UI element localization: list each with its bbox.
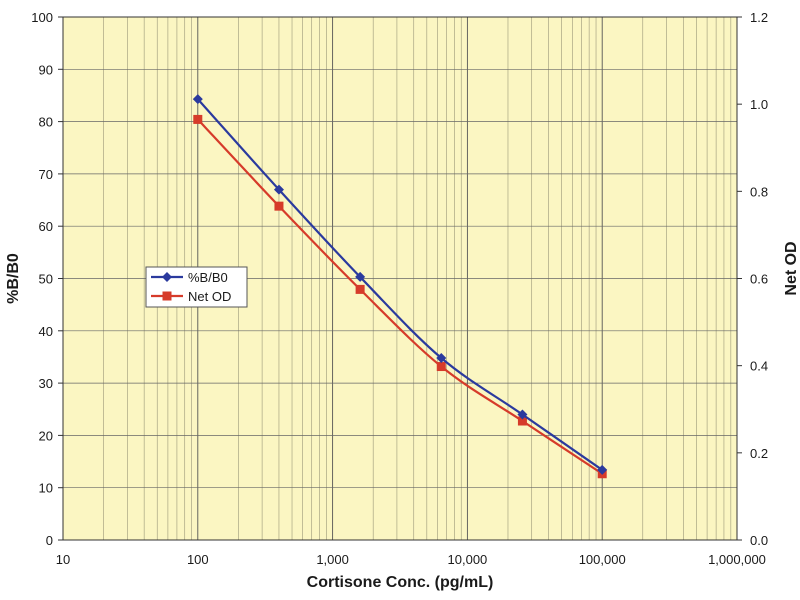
data-point bbox=[274, 201, 284, 211]
data-point bbox=[436, 362, 446, 372]
legend: %B/B0 Net OD bbox=[145, 266, 248, 308]
y-tick-label: 90 bbox=[39, 62, 53, 77]
y2-tick-label: 0.0 bbox=[750, 533, 768, 548]
y-tick-label: 0 bbox=[46, 533, 53, 548]
data-point bbox=[517, 409, 528, 420]
legend-label: Net OD bbox=[188, 289, 231, 304]
legend-label: %B/B0 bbox=[188, 270, 228, 285]
y2-tick-label: 1.0 bbox=[750, 97, 768, 112]
x-axis-title: Cortisone Conc. (pg/mL) bbox=[307, 574, 494, 591]
y2-tick-label: 1.2 bbox=[750, 10, 768, 25]
y-tick-label: 70 bbox=[39, 167, 53, 182]
y2-tick-label: 0.4 bbox=[750, 359, 768, 374]
y-tick-label: 10 bbox=[39, 481, 53, 496]
y-tick-label: 100 bbox=[31, 10, 53, 25]
y-tick-label: 80 bbox=[39, 115, 53, 130]
y-tick-label: 50 bbox=[39, 272, 53, 287]
data-point bbox=[355, 284, 365, 294]
y-tick-label: 30 bbox=[39, 376, 53, 391]
y-axis-ticks: 0 10 20 30 40 50 60 70 80 90 100 bbox=[31, 10, 63, 548]
series--b-b0 bbox=[192, 94, 608, 475]
data-point bbox=[597, 464, 608, 475]
x-tick-label: 10 bbox=[56, 552, 70, 567]
data-point bbox=[192, 94, 203, 105]
legend-item: %B/B0 bbox=[151, 270, 228, 285]
y-tick-label: 40 bbox=[39, 324, 53, 339]
x-tick-label: 100 bbox=[187, 552, 209, 567]
data-point bbox=[436, 352, 447, 363]
y-tick-label: 60 bbox=[39, 219, 53, 234]
y2-axis-title: Net OD bbox=[783, 241, 800, 295]
x-tick-label: 10,000 bbox=[448, 552, 488, 567]
series-layer bbox=[192, 94, 608, 479]
legend-item: Net OD bbox=[151, 289, 231, 304]
x-tick-label: 1,000 bbox=[316, 552, 349, 567]
y-axis-title: %B/B0 bbox=[5, 253, 22, 304]
legend-swatch-marker bbox=[162, 272, 172, 282]
x-tick-label: 100,000 bbox=[579, 552, 626, 567]
data-point bbox=[273, 184, 284, 195]
y2-axis-ticks: 0.0 0.2 0.4 0.6 0.8 1.0 1.2 bbox=[737, 10, 768, 548]
data-point bbox=[517, 416, 527, 426]
y-tick-label: 20 bbox=[39, 428, 53, 443]
y2-tick-label: 0.8 bbox=[750, 184, 768, 199]
data-point bbox=[355, 271, 366, 282]
y2-tick-label: 0.6 bbox=[750, 272, 768, 287]
x-axis-ticks: 10 100 1,000 10,000 100,000 1,000,000 bbox=[56, 552, 766, 567]
x-tick-label: 1,000,000 bbox=[708, 552, 766, 567]
data-point bbox=[193, 114, 203, 124]
y2-tick-label: 0.2 bbox=[750, 446, 768, 461]
legend-swatch-marker bbox=[162, 291, 172, 301]
